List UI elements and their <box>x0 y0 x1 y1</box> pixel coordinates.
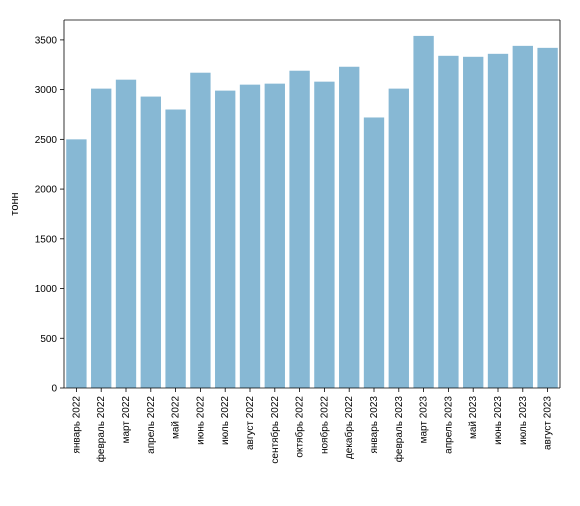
bar <box>265 84 285 388</box>
y-tick-label: 500 <box>40 334 57 345</box>
x-tick-label: июнь 2022 <box>195 396 206 445</box>
bar <box>488 54 508 388</box>
x-tick-label: июль 2022 <box>220 396 231 445</box>
bar <box>91 89 111 388</box>
y-axis-label: тонн <box>9 192 21 215</box>
bar <box>240 85 260 388</box>
bar <box>513 46 533 388</box>
bar <box>66 139 86 388</box>
x-tick-label: январь 2023 <box>369 396 380 454</box>
x-tick-label: октябрь 2022 <box>294 396 306 458</box>
bar <box>289 71 309 388</box>
chart-svg: 0 500 1000 1500 2000 2500 3000 3500 январь 2022 ф… <box>0 0 580 506</box>
x-tick-label: ноябрь 2022 <box>318 396 330 454</box>
x-tick-label: август 2022 <box>245 396 256 450</box>
y-tick-label: 1500 <box>35 234 58 245</box>
y-tick-label: 2000 <box>35 185 58 196</box>
bar <box>364 117 384 388</box>
y-tick-label: 2500 <box>35 135 58 146</box>
bar <box>190 73 210 388</box>
x-tick-label: апрель 2023 <box>443 396 454 454</box>
x-tick-label: сентябрь 2022 <box>269 396 281 464</box>
bar <box>389 89 409 388</box>
y-tick-label: 0 <box>51 384 57 395</box>
x-tick-label: май 2022 <box>171 396 182 439</box>
x-tick-label: апрель 2022 <box>146 396 157 454</box>
bar <box>438 56 458 388</box>
bar <box>463 57 483 388</box>
bar <box>215 91 235 388</box>
x-tick-label: февраль 2023 <box>393 396 405 463</box>
bar <box>165 110 185 388</box>
bar <box>537 48 557 388</box>
x-tick-label: декабрь 2022 <box>343 396 355 460</box>
bar <box>116 80 136 388</box>
y-tick-label: 3500 <box>35 35 58 46</box>
x-tick-label: май 2023 <box>468 396 479 439</box>
x-tick-label: август 2023 <box>543 396 554 450</box>
x-tick-label: январь 2022 <box>71 396 82 454</box>
x-tick-label: февраль 2022 <box>95 396 107 463</box>
x-tick-label: март 2023 <box>419 396 430 444</box>
bar <box>413 36 433 388</box>
x-tick-label: июнь 2023 <box>493 396 504 445</box>
y-tick-label: 3000 <box>35 85 58 96</box>
bar <box>314 82 334 388</box>
bar-chart: 0 500 1000 1500 2000 2500 3000 3500 январь 2022 ф… <box>0 0 580 506</box>
y-tick-label: 1000 <box>35 284 58 295</box>
x-tick-label: март 2022 <box>121 396 132 444</box>
bar <box>141 97 161 388</box>
x-tick-label: июль 2023 <box>518 396 529 445</box>
bar <box>339 67 359 388</box>
